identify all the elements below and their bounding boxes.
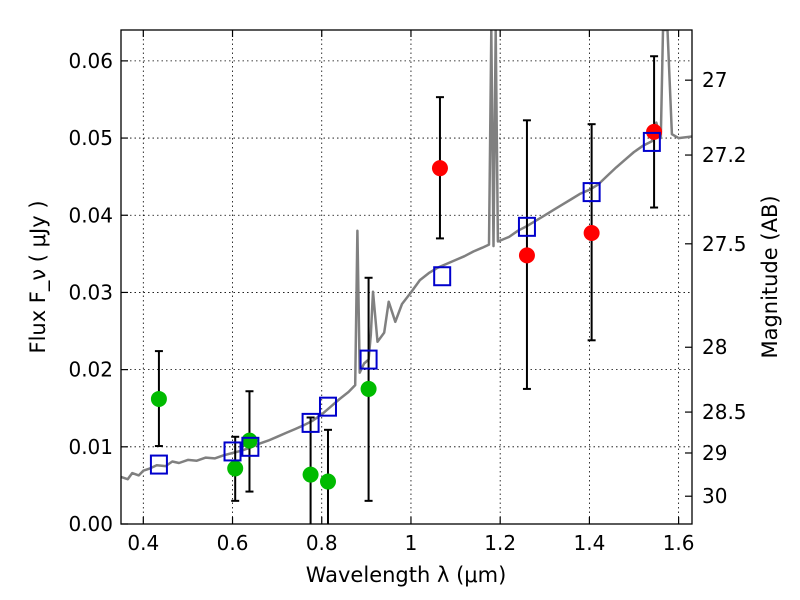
y2-tick-label: 29 <box>702 441 727 465</box>
model-photometry-square <box>318 396 337 417</box>
green-photometry-point <box>302 466 319 483</box>
model-photometry-square <box>517 216 536 237</box>
green-photometry-point <box>227 460 244 477</box>
x-tick-label: 0.8 <box>306 531 338 555</box>
y2-tick-label: 28.5 <box>702 400 747 424</box>
y-tick-label: 0.00 <box>68 512 113 536</box>
grid <box>121 30 692 525</box>
model-photometry-square <box>149 454 168 475</box>
model-photometry-square <box>642 131 661 152</box>
red-photometry-point <box>518 247 535 264</box>
x-tick-label: 1 <box>405 531 418 555</box>
x-tick-label: 1.2 <box>484 531 516 555</box>
y2-axis-title: Magnitude (AB) <box>758 195 782 358</box>
y-tick-label: 0.03 <box>68 280 113 304</box>
data-markers <box>149 123 663 490</box>
y2-tick-label: 27.2 <box>702 143 747 167</box>
y-axis-title: Flux F_ν ( μJy ) <box>26 200 51 353</box>
red-photometry-point <box>646 123 663 140</box>
model-photometry-square <box>433 266 452 287</box>
axis-ticks <box>121 30 692 525</box>
model-photometry-square <box>582 182 601 203</box>
model-spectrum <box>121 30 692 481</box>
y-tick-label: 0.02 <box>68 358 113 382</box>
green-photometry-point <box>241 432 258 449</box>
y2-tick-label: 27 <box>702 68 727 92</box>
x-tick-label: 1.6 <box>663 531 695 555</box>
model-photometry-square <box>301 412 320 433</box>
plot-frame <box>120 29 693 525</box>
x-axis-title: Wavelength λ (μm) <box>306 563 507 587</box>
green-photometry-point <box>360 380 377 397</box>
red-photometry-point <box>431 160 448 177</box>
x-tick-label: 1.4 <box>573 531 605 555</box>
y-tick-label: 0.01 <box>68 435 113 459</box>
y-tick-label: 0.04 <box>68 203 113 227</box>
tick-labels: 0.4 0.6 0.8 1 1.2 1.4 1.6 0.00 0.01 0.02 0.03 0.04 0… <box>68 49 746 555</box>
green-photometry-point <box>150 390 167 407</box>
y-tick-label: 0.05 <box>68 126 113 150</box>
y2-tick-label: 30 <box>702 484 727 508</box>
model-photometry-square <box>241 436 260 457</box>
y-tick-label: 0.06 <box>68 49 113 73</box>
y2-tick-label: 27.5 <box>702 232 747 256</box>
y2-tick-label: 28 <box>702 335 727 359</box>
red-photometry-point <box>583 225 600 242</box>
x-tick-label: 0.6 <box>217 531 249 555</box>
x-tick-label: 0.4 <box>127 531 159 555</box>
model-photometry-square <box>359 349 378 370</box>
green-photometry-point <box>319 473 336 490</box>
model-spectrum-line <box>121 30 692 481</box>
model-photometry-square <box>223 441 242 462</box>
